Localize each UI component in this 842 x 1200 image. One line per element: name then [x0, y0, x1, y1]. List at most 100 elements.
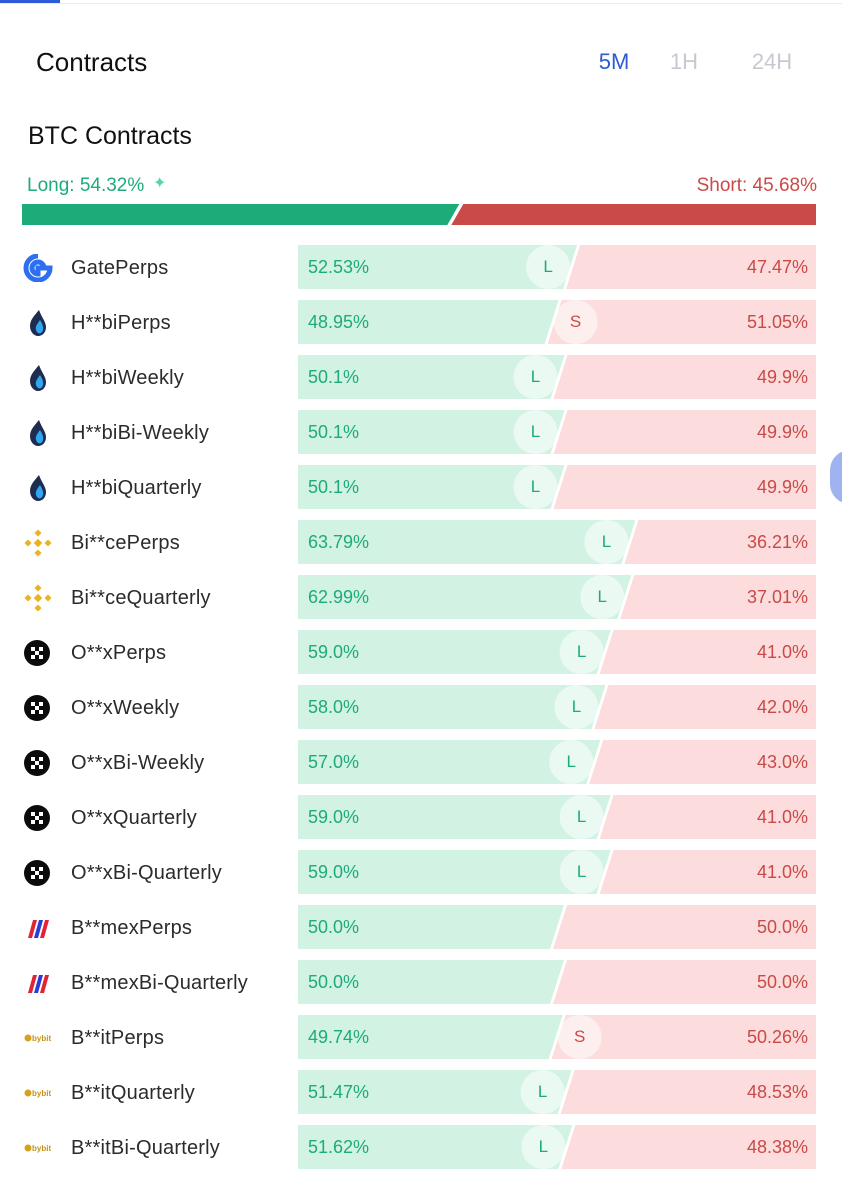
- short-segment: [589, 740, 816, 784]
- short-segment: [553, 960, 816, 1004]
- long-short-ratio-bar: 59.0% 41.0% L: [298, 630, 816, 674]
- exchange-name: O**xBi-Quarterly: [71, 862, 223, 884]
- tab-24h[interactable]: 24H: [751, 49, 793, 74]
- exchange-row[interactable]: O**xBi-Quarterly 59.0% 41.0% L: [22, 847, 816, 902]
- long-short-bar: [22, 204, 816, 225]
- long-segment: [298, 630, 611, 674]
- exchange-row[interactable]: H**biWeekly 50.1% 49.9% L: [22, 352, 816, 407]
- long-segment: [298, 795, 611, 839]
- exchange-row[interactable]: bybit B**itPerps 49.74% 50.26% S: [22, 1012, 816, 1067]
- long-dominant-tag: L: [576, 642, 587, 661]
- long-dominant-tag: L: [576, 807, 587, 826]
- exchange-row[interactable]: bybit B**itQuarterly 51.47% 48.53% L: [22, 1067, 816, 1122]
- tag-highlight: [521, 1125, 566, 1169]
- tag-highlight: [526, 245, 571, 289]
- short-segment: [551, 1015, 816, 1059]
- long-short-ratio-bar: 63.79% 36.21% L: [298, 520, 816, 564]
- ratio-bar-graphic: [298, 795, 816, 839]
- exchange-row[interactable]: O**xQuarterly 59.0% 41.0% L: [22, 792, 816, 847]
- long-percent: 50.1%: [308, 367, 360, 387]
- long-dominant-tag: L: [576, 862, 587, 881]
- short-percent: 37.01%: [746, 587, 808, 607]
- sparkle-icon: ✦: [153, 175, 167, 192]
- short-percent: 50.0%: [756, 972, 808, 992]
- long-segment: [298, 465, 565, 509]
- ratio-bar-graphic: [298, 960, 816, 1004]
- tag-highlight: [520, 1070, 565, 1114]
- long-short-ratio-bar: 52.53% 47.47% L: [298, 245, 816, 289]
- exchange-name: H**biBi-Weekly: [71, 422, 210, 444]
- exchange-row[interactable]: H**biBi-Weekly 50.1% 49.9% L: [22, 407, 816, 462]
- long-short-ratio-bar: 59.0% 41.0% L: [298, 850, 816, 894]
- huobi-icon: [22, 309, 54, 337]
- tag-highlight: [559, 850, 604, 894]
- long-percent: 52.53%: [308, 257, 370, 277]
- long-percent: 50.0%: [308, 972, 360, 992]
- short-percent: 41.0%: [756, 642, 808, 662]
- exchange-row[interactable]: H**biPerps 48.95% 51.05% S: [22, 297, 816, 352]
- long-percent: 58.0%: [308, 697, 360, 717]
- ratio-bar-graphic: [298, 850, 816, 894]
- long-dominant-tag: L: [538, 1137, 549, 1156]
- long-short-ratio-bar: 48.95% 51.05% S: [298, 300, 816, 344]
- exchange-row[interactable]: O**xBi-Weekly 57.0% 43.0% L: [22, 737, 816, 792]
- long-percent: 48.95%: [308, 312, 370, 332]
- exchange-row[interactable]: Bi**cePerps 63.79% 36.21% L: [22, 517, 816, 572]
- long-short-summary: Long: 54.32% ✦ Short: 45.68%: [27, 172, 817, 200]
- long-segment: [298, 1070, 572, 1114]
- ratio-bar-graphic: [298, 300, 816, 344]
- short-percent: 50.0%: [756, 917, 808, 937]
- long-dominant-tag: L: [530, 422, 541, 441]
- short-percent: 43.0%: [756, 752, 808, 772]
- exchange-row[interactable]: B**mexBi-Quarterly 50.0% 50.0%: [22, 957, 816, 1012]
- long-percent: 51.47%: [308, 1082, 370, 1102]
- long-short-ratio-bar: 50.1% 49.9% L: [298, 465, 816, 509]
- exchange-row[interactable]: bybit B**itBi-Quarterly 51.62% 48.38% L: [22, 1122, 816, 1177]
- short-segment: [599, 850, 816, 894]
- long-dominant-tag: L: [543, 257, 553, 276]
- floating-button[interactable]: [830, 450, 842, 504]
- short-percent: 42.0%: [756, 697, 808, 717]
- binance-icon: [22, 584, 54, 612]
- tag-highlight: [554, 685, 599, 729]
- short-segment: [599, 630, 816, 674]
- long-percent: 62.99%: [308, 587, 370, 607]
- exchange-row[interactable]: O**xWeekly 58.0% 42.0% L: [22, 682, 816, 737]
- long-short-ratio-bar: 57.0% 43.0% L: [298, 740, 816, 784]
- long-short-ratio-bar: 59.0% 41.0% L: [298, 795, 816, 839]
- gate-icon: [22, 253, 54, 283]
- tag-highlight: [580, 575, 625, 619]
- svg-text:bybit: bybit: [32, 1034, 51, 1043]
- short-percent: 36.21%: [746, 532, 808, 552]
- long-segment: [298, 960, 564, 1004]
- ratio-bar-graphic: [298, 245, 816, 289]
- okx-icon: [22, 804, 54, 832]
- top-divider: [0, 3, 842, 4]
- exchange-row[interactable]: B**mexPerps 50.0% 50.0%: [22, 902, 816, 957]
- exchange-row[interactable]: Bi**ceQuarterly 62.99% 37.01% L: [22, 572, 816, 627]
- short-segment: [553, 465, 816, 509]
- exchange-row[interactable]: O**xPerps 59.0% 41.0% L: [22, 627, 816, 682]
- tab-5m[interactable]: 5M: [598, 49, 630, 74]
- bybit-icon: bybit: [22, 1134, 54, 1162]
- short-segment: [624, 520, 816, 564]
- okx-icon: [22, 694, 54, 722]
- long-short-ratio-bar: 58.0% 42.0% L: [298, 685, 816, 729]
- ratio-bar-graphic: [298, 1125, 816, 1169]
- tab-1h[interactable]: 1H: [669, 49, 699, 74]
- tag-highlight: [513, 465, 558, 509]
- huobi-icon: [22, 474, 54, 502]
- huobi-icon: [22, 364, 54, 392]
- ratio-bar-graphic: [298, 355, 816, 399]
- long-short-ratio-bar: 50.0% 50.0%: [298, 905, 816, 949]
- tag-highlight: [513, 355, 558, 399]
- long-percent: 59.0%: [308, 807, 360, 827]
- section-title: BTC Contracts: [28, 122, 192, 150]
- long-short-ratio-bar: 50.1% 49.9% L: [298, 355, 816, 399]
- short-segment: [594, 685, 816, 729]
- exchange-name: Bi**ceQuarterly: [71, 587, 211, 609]
- tag-highlight: [559, 630, 604, 674]
- short-percent: 47.47%: [746, 257, 808, 277]
- exchange-row[interactable]: H**biQuarterly 50.1% 49.9% L: [22, 462, 816, 517]
- exchange-row[interactable]: GatePerps 52.53% 47.47% L: [22, 242, 816, 297]
